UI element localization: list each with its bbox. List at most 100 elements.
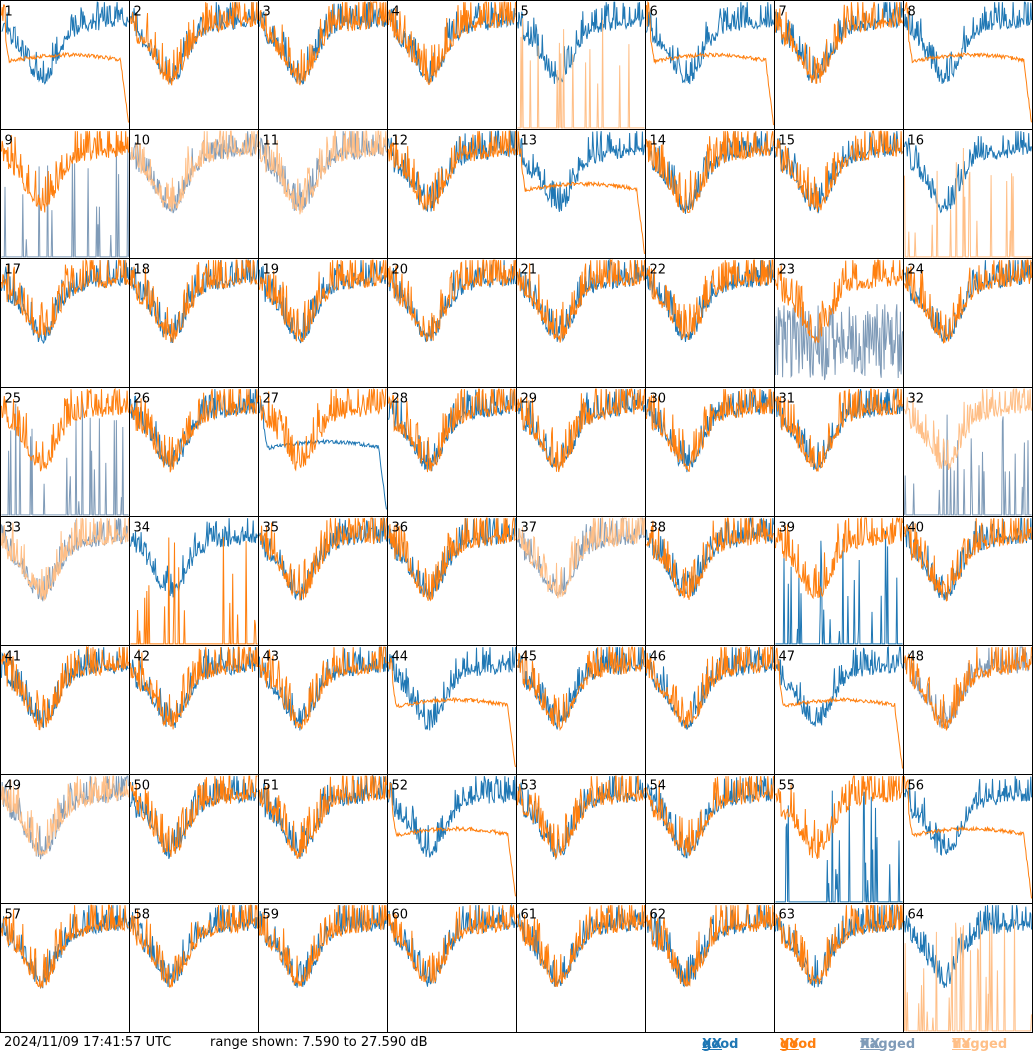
series-yy-57 [1, 904, 129, 989]
panel-59: 59 [258, 903, 388, 1033]
panel-39: 39 [774, 516, 904, 646]
panel-37: 37 [516, 516, 646, 646]
panel-15: 15 [774, 129, 904, 259]
panel-label: 55 [779, 779, 796, 794]
panel-label: 42 [134, 650, 151, 665]
panel-14: 14 [645, 129, 775, 259]
panel-label: 28 [392, 392, 409, 407]
panel-57: 57 [0, 903, 130, 1033]
panel-label: 23 [779, 263, 796, 278]
panel-56: 56 [903, 774, 1033, 904]
panel-label: 21 [521, 263, 538, 278]
series-yy-38 [646, 517, 774, 600]
panel-frame [129, 258, 259, 388]
panel-label: 61 [521, 908, 538, 923]
panel-label: 53 [521, 779, 538, 794]
panel-label: 14 [650, 134, 667, 149]
series-xx-49 [1, 775, 129, 860]
panel-frame [129, 129, 259, 259]
panel-label: 40 [908, 521, 925, 536]
panel-label: 45 [521, 650, 538, 665]
panel-22: 22 [645, 258, 775, 388]
panel-label: 26 [134, 392, 151, 407]
panel-32: 32 [903, 387, 1033, 517]
series-yy-64 [904, 920, 1032, 1032]
panel-frame [387, 516, 517, 646]
panel-label: 63 [779, 908, 796, 923]
series-yy-13 [517, 131, 645, 254]
panel-label: 16 [908, 134, 925, 149]
panel-label: 44 [392, 650, 409, 665]
panel-44: 44 [387, 645, 517, 775]
series-yy-59 [259, 905, 387, 987]
series-yy-42 [130, 646, 258, 730]
series-yy-47 [775, 647, 903, 769]
series-yy-33 [1, 517, 129, 601]
series-yy-49 [1, 775, 129, 857]
series-yy-63 [775, 904, 903, 985]
panel-38: 38 [645, 516, 775, 646]
series-yy-25 [1, 387, 129, 472]
series-xx-13 [517, 131, 645, 212]
series-xx-25 [1, 402, 129, 516]
panel-10: 10 [129, 129, 259, 259]
panel-label: 46 [650, 650, 667, 665]
panel-label: 8 [908, 5, 916, 20]
panel-label: 5 [521, 5, 529, 20]
panel-35: 35 [258, 516, 388, 646]
panel-20: 20 [387, 258, 517, 388]
series-yy-23 [775, 259, 903, 344]
series-yy-55 [775, 775, 903, 860]
panel-label: 2 [134, 5, 142, 20]
series-yy-21 [517, 258, 645, 343]
panel-3: 3 [258, 0, 388, 130]
series-xx-16 [904, 131, 1032, 214]
panel-label: 51 [263, 779, 280, 794]
series-xx-34 [130, 518, 258, 600]
panel-23: 23 [774, 258, 904, 388]
panel-label: 24 [908, 263, 925, 278]
series-xx-64 [904, 905, 1032, 988]
panel-50: 50 [129, 774, 259, 904]
panel-36: 36 [387, 516, 517, 646]
series-yy-44 [388, 657, 516, 768]
panel-label: 1 [5, 5, 13, 20]
series-yy-16 [904, 147, 1032, 258]
panel-label: 64 [908, 908, 925, 923]
series-xx-45 [517, 647, 645, 730]
panel-61: 61 [516, 903, 646, 1033]
panel-label: 25 [5, 392, 22, 407]
panel-18: 18 [129, 258, 259, 388]
series-yy-54 [646, 775, 774, 857]
panel-label: 52 [392, 779, 409, 794]
panel-11: 11 [258, 129, 388, 259]
series-xx-52 [388, 775, 516, 858]
series-xx-23 [775, 304, 903, 381]
panel-19: 19 [258, 258, 388, 388]
panel-label: 30 [650, 392, 667, 407]
series-yy-46 [646, 645, 774, 729]
panel-label: 60 [392, 908, 409, 923]
series-yy-22 [646, 259, 774, 340]
series-yy-60 [388, 905, 516, 984]
panel-16: 16 [903, 129, 1033, 259]
panel-25: 25 [0, 387, 130, 517]
footer: 2024/11/09 17:41:57 UTC range shown: 7.5… [4, 1035, 1008, 1052]
panel-label: 31 [779, 392, 796, 407]
series-xx-9 [1, 144, 129, 258]
panel-5: 5 [516, 0, 646, 130]
panel-7: 7 [774, 0, 904, 130]
panel-55: 55 [774, 774, 904, 904]
panel-label: 22 [650, 263, 667, 278]
series-yy-62 [646, 904, 774, 987]
panel-8: 8 [903, 0, 1033, 130]
series-yy-40 [904, 517, 1032, 602]
panel-51: 51 [258, 774, 388, 904]
panel-62: 62 [645, 903, 775, 1033]
panel-label: 17 [5, 263, 22, 278]
panel-label: 50 [134, 779, 151, 794]
panel-label: 3 [263, 5, 271, 20]
panel-label: 43 [263, 650, 280, 665]
panel-label: 32 [908, 392, 925, 407]
series-yy-29 [517, 388, 645, 473]
